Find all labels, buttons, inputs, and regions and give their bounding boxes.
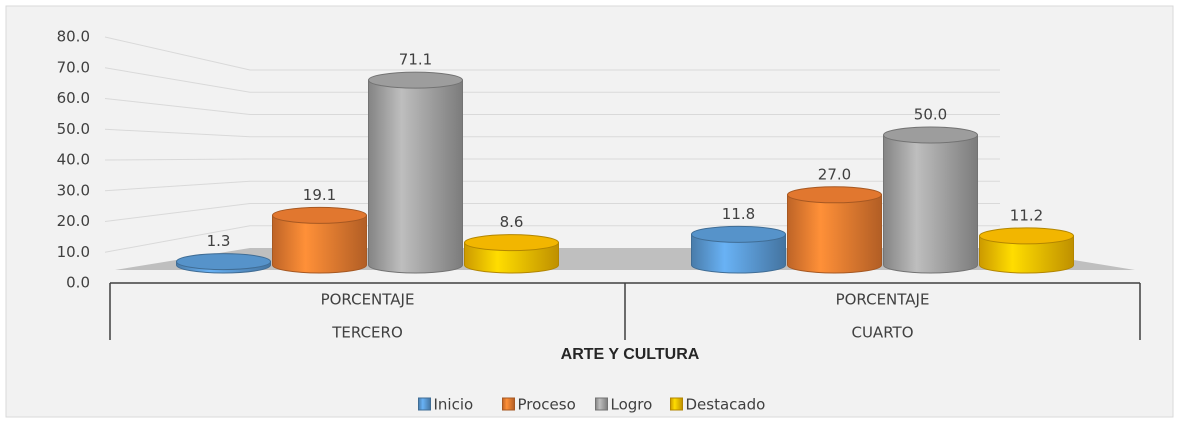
legend-swatch [502,397,515,411]
bar-body [883,134,978,274]
value-label: 19.1 [303,186,336,204]
grid-line [104,203,1000,222]
legend-swatch [670,397,683,411]
bar-body [787,194,882,274]
grid-line [104,180,1000,192]
bar [176,253,271,274]
grid-line [104,128,1000,138]
x-category-label: PORCENTAJE [836,291,930,309]
value-label: 8.6 [500,213,524,231]
legend-label: Destacado [686,396,766,414]
value-label: 1.3 [207,232,231,250]
bar-top [979,227,1074,245]
grid-line [104,98,1000,115]
bar [979,227,1074,274]
bar [787,186,882,274]
bar-top [176,253,271,271]
bar-body [691,233,786,274]
y-tick-label: 50.0 [57,120,90,138]
value-label: 27.0 [818,165,851,183]
bar-top [883,126,978,144]
value-label: 11.2 [1010,206,1043,224]
bar-top [272,206,367,224]
bar-body [368,79,463,274]
y-tick-label: 80.0 [57,28,90,46]
bar-body [464,242,559,274]
legend-swatch [595,397,608,411]
chart-background [5,5,1174,418]
grid-line [104,67,1000,93]
value-label: 71.1 [399,51,432,69]
x-category-label: PORCENTAJE [321,291,415,309]
y-tick-label: 30.0 [57,181,90,199]
y-tick-label: 20.0 [57,212,90,230]
bar-top [787,186,882,204]
x-category-label: TERCERO [331,324,403,342]
legend-label: Logro [611,396,653,414]
legend-label: Inicio [434,396,474,414]
bar [883,126,978,274]
bar-top [368,71,463,89]
y-tick-label: 60.0 [57,89,90,107]
bar [368,71,463,274]
legend-label: Proceso [518,396,576,414]
grid-line [104,225,1000,253]
y-tick-label: 70.0 [57,58,90,76]
y-tick-label: 0.0 [66,274,90,292]
y-tick-label: 10.0 [57,243,90,261]
grid-line [104,36,1000,71]
bar [272,206,367,274]
value-label: 11.8 [722,205,755,223]
legend-swatch [418,397,431,411]
bar-top [691,225,786,243]
x-category-label: CUARTO [851,324,913,342]
bar-top [464,234,559,252]
x-axis-title: ARTE Y CULTURA [561,346,700,363]
bar [464,234,559,274]
value-label: 50.0 [914,106,947,124]
bar-body [272,214,367,274]
bar-body [979,235,1074,274]
grid-line [104,158,1000,161]
bar [691,225,786,274]
y-tick-label: 40.0 [57,151,90,169]
